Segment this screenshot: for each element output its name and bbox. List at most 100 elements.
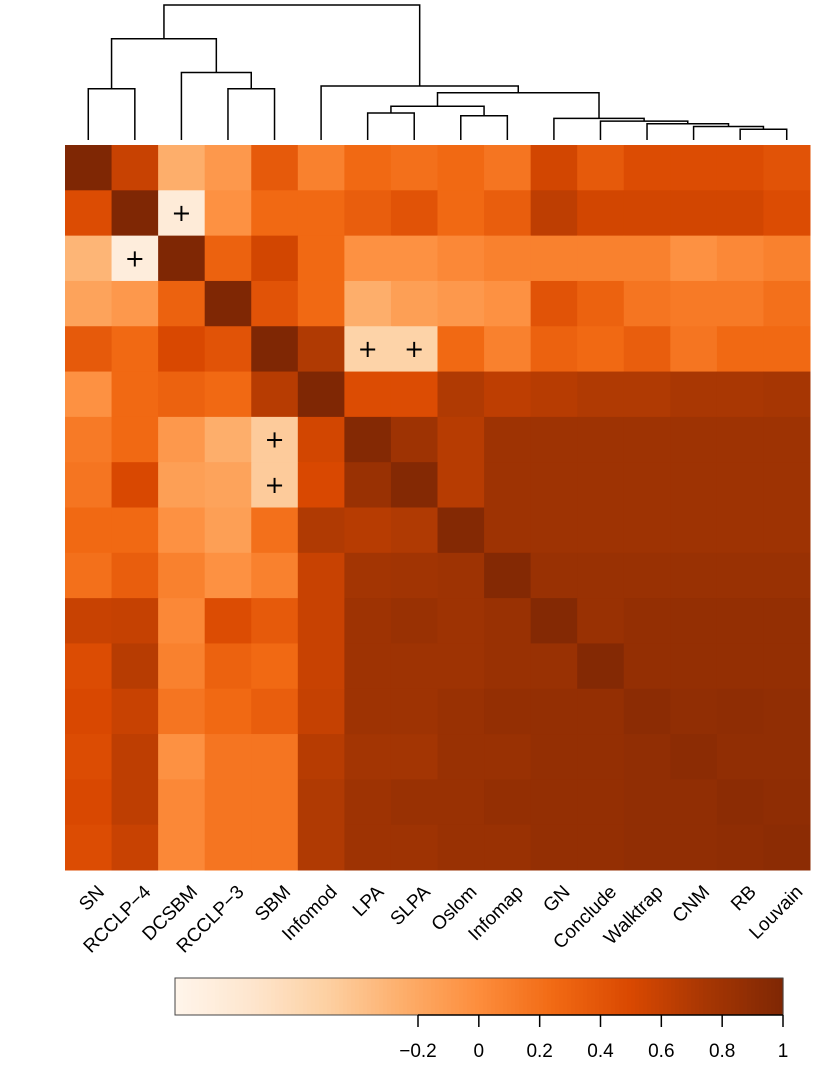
colorbar-segment: [335, 978, 340, 1015]
heatmap-cell: [716, 326, 764, 373]
heatmap-cell: [111, 643, 159, 690]
colorbar-segment: [507, 978, 512, 1015]
heatmap-cell: [623, 235, 671, 282]
colorbar-segment: [331, 978, 336, 1015]
heatmap-cell: [297, 326, 345, 373]
heatmap-cell: [297, 145, 345, 191]
heatmap-cell: [716, 190, 764, 237]
dendrogram-branch: [390, 105, 485, 116]
heatmap-cell: [623, 145, 671, 191]
heatmap-cell: [623, 824, 671, 871]
colorbar-segment: [495, 978, 500, 1015]
heatmap-cell: [623, 280, 671, 327]
heatmap-cell: [251, 824, 299, 871]
heatmap-cell: [158, 462, 206, 508]
heatmap-cell: [344, 779, 392, 826]
heatmap-cell: [204, 416, 252, 463]
significance-mark: +: [404, 335, 424, 363]
heatmap-cell: [204, 688, 252, 735]
colorbar-segment: [407, 978, 412, 1015]
heatmap-cell: [65, 552, 113, 599]
colorbar-segment: [347, 978, 352, 1015]
colorbar-segment: [763, 978, 768, 1015]
heatmap-cell: [344, 734, 392, 780]
heatmap-cell: [390, 779, 438, 826]
heatmap-cell: [716, 824, 764, 871]
colorbar-segment: [279, 978, 284, 1015]
heatmap-cell: [437, 734, 485, 780]
heatmap-cell: [297, 552, 345, 599]
colorbar-segment: [247, 978, 252, 1015]
heatmap-cell: [111, 145, 159, 191]
heatmap-cell: [344, 643, 392, 690]
heatmap-cell: [251, 688, 299, 735]
heatmap-cell: [577, 462, 625, 508]
heatmap-cell: [716, 507, 764, 554]
colorbar-tick-label: 0.6: [648, 1041, 674, 1062]
heatmap-cell: [716, 145, 764, 191]
heatmap-cell: [65, 779, 113, 826]
colorbar-segment: [259, 978, 264, 1015]
heatmap-cell: [204, 326, 252, 373]
heatmap-cell: [716, 688, 764, 735]
heatmap-cell: [530, 416, 578, 463]
heatmap-cell: [437, 326, 485, 373]
heatmap-cell: [297, 235, 345, 282]
colorbar-segment: [291, 978, 296, 1015]
heatmap-cell: [204, 280, 252, 327]
heatmap-cell: [158, 280, 206, 327]
heatmap-cell: [297, 507, 345, 554]
dendrogram-branch: [739, 128, 788, 140]
heatmap-cell: [577, 688, 625, 735]
heatmap-cell: [297, 598, 345, 644]
colorbar-segment: [371, 978, 376, 1015]
colorbar-segment: [635, 978, 640, 1015]
heatmap-cell: [670, 462, 718, 508]
heatmap-cell: [623, 598, 671, 644]
heatmap-cell: [623, 416, 671, 463]
heatmap-cell: [670, 688, 718, 735]
heatmap-cell: [344, 507, 392, 554]
heatmap-cell: [251, 280, 299, 327]
colorbar-segment: [487, 978, 492, 1015]
colorbar-segment: [539, 978, 544, 1015]
colorbar-segment: [311, 978, 316, 1015]
heatmap-cell: [623, 643, 671, 690]
heatmap-cell: [111, 326, 159, 373]
heatmap-cell: [111, 824, 159, 871]
significance-mark: +: [125, 244, 145, 272]
heatmap-cell: [716, 779, 764, 826]
heatmap-cell: [670, 190, 718, 237]
heatmap-cell: [111, 235, 159, 282]
heatmap-cell: [344, 462, 392, 508]
colorbar-segment: [659, 978, 664, 1015]
colorbar-segment: [727, 978, 732, 1015]
heatmap-cell: [344, 688, 392, 735]
colorbar-segment: [667, 978, 672, 1015]
heatmap-cell: [437, 779, 485, 826]
heatmap-cell: [344, 280, 392, 327]
colorbar-segment: [699, 978, 704, 1015]
heatmap-cell: [65, 824, 113, 871]
heatmap-cell: [530, 235, 578, 282]
heatmap-cell: [623, 371, 671, 418]
heatmap-cell: [111, 462, 159, 508]
colorbar-segment: [411, 978, 416, 1015]
colorbar-segment: [519, 978, 524, 1015]
colorbar-segment: [435, 978, 440, 1015]
colorbar-segment: [231, 978, 236, 1015]
colorbar-segment: [551, 978, 556, 1015]
colorbar-segment: [531, 978, 536, 1015]
heatmap-cell: [158, 190, 206, 237]
heatmap-cell: [484, 145, 532, 191]
heatmap-cell: [297, 824, 345, 871]
colorbar-segment: [703, 978, 708, 1015]
colorbar-segment: [735, 978, 740, 1015]
colorbar-segment: [227, 978, 232, 1015]
heatmap-cell: [251, 507, 299, 554]
dendrogram-branch: [227, 87, 276, 140]
heatmap-cell: [297, 643, 345, 690]
heatmap-cell: [158, 235, 206, 282]
heatmap-cell: [390, 235, 438, 282]
